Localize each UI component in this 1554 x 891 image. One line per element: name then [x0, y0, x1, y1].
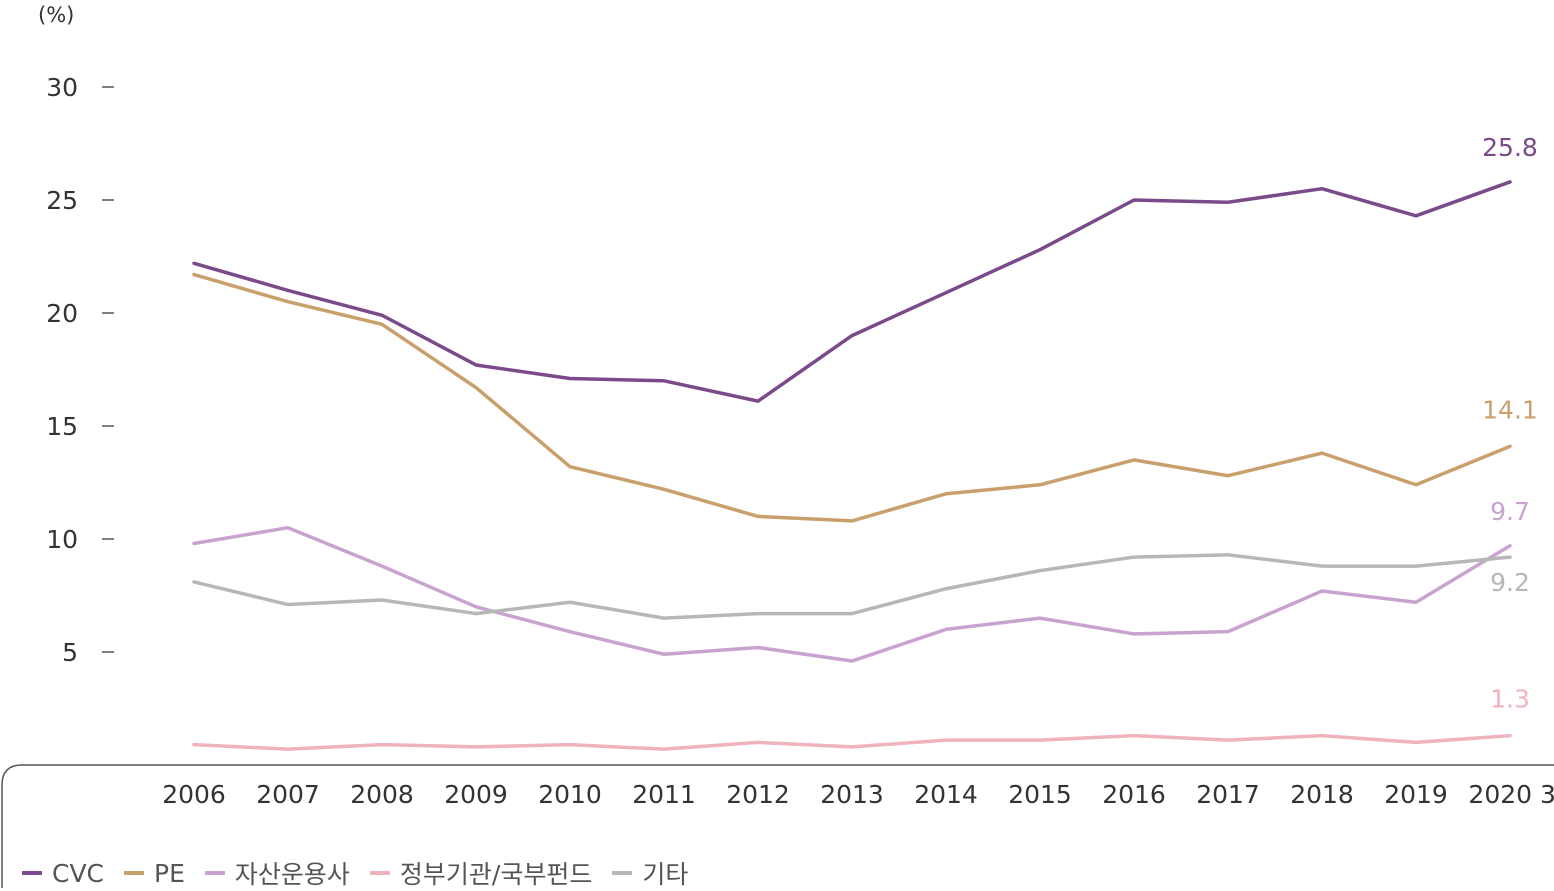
legend-label: PE — [154, 858, 185, 888]
x-tick-label: 2012 — [726, 780, 790, 809]
x-tick-label: 2007 — [256, 780, 320, 809]
series-lines — [192, 180, 1512, 751]
x-tick-label: 2010 — [538, 780, 602, 809]
data-label: 9.7 — [1490, 497, 1530, 526]
y-tick-label: 5 — [62, 638, 78, 667]
x-tick-label: 2009 — [444, 780, 508, 809]
data-label: 14.1 — [1482, 395, 1538, 424]
legend-label: 기타 — [642, 860, 689, 889]
end-labels: 25.8 14.1 9.7 1.3 9.2 — [1482, 133, 1538, 714]
legend-swatch — [22, 871, 42, 875]
x-tick-label: 2017 — [1196, 780, 1260, 809]
data-label: 1.3 — [1490, 685, 1530, 714]
y-tick-label: 10 — [46, 525, 78, 554]
x-tick-label: 2013 — [820, 780, 884, 809]
data-label: 25.8 — [1482, 133, 1538, 162]
x-axis: 2006 2007 2008 2009 2010 2011 2012 2013 2014 2015… — [162, 780, 1554, 809]
x-tick-label: 2020 3Q — [1468, 780, 1554, 809]
y-tick-label: 20 — [46, 299, 78, 328]
legend-swatch — [612, 871, 633, 875]
y-unit-label: (%) — [38, 3, 74, 27]
series-line — [192, 733, 1512, 751]
x-tick-label: 2015 — [1008, 780, 1072, 809]
y-tick-label: 15 — [46, 412, 78, 441]
x-tick-label: 2014 — [914, 780, 978, 809]
series-line — [192, 553, 1512, 620]
legend-item: CVC — [22, 859, 104, 888]
x-tick-label: 2018 — [1290, 780, 1354, 809]
legend-label: 자산운용사 — [234, 860, 350, 889]
legend-label: 정부기관/국부펀드 — [399, 860, 593, 889]
series-line — [192, 272, 1512, 523]
series-line — [192, 525, 1512, 663]
legend-item: 기타 — [612, 855, 688, 891]
x-tick-label: 2011 — [632, 780, 696, 809]
x-tick-label: 2008 — [350, 780, 414, 809]
x-tick-label: 2006 — [162, 780, 226, 809]
y-tick-label: 25 — [46, 186, 78, 215]
series-line — [192, 180, 1512, 403]
legend-item: PE — [124, 859, 185, 888]
legend-swatch — [204, 871, 225, 875]
legend-label: CVC — [52, 858, 105, 888]
legend: CVC PE 자산운용사 정부기관/국부펀드 기타 — [22, 855, 708, 891]
x-tick-label: 2019 — [1384, 780, 1448, 809]
chart-frame — [1, 764, 1554, 888]
legend-item: 정부기관/국부펀드 — [369, 855, 593, 891]
y-axis: 5 10 15 20 25 30 — [46, 73, 114, 667]
y-tick-label: 30 — [46, 73, 78, 102]
legend-swatch — [369, 871, 390, 875]
x-tick-label: 2016 — [1102, 780, 1166, 809]
data-label: 9.2 — [1490, 568, 1530, 597]
legend-swatch — [124, 871, 145, 875]
legend-item: 자산운용사 — [204, 855, 350, 891]
